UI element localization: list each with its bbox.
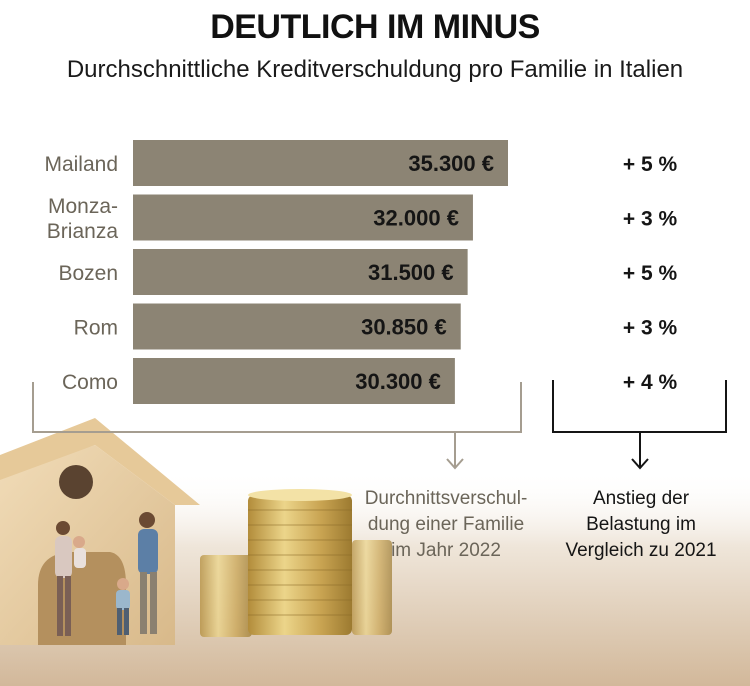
change-label-4: + 4 %	[623, 371, 678, 394]
value-label-4: 30.300 €	[355, 369, 441, 394]
values-bracket	[32, 382, 522, 433]
category-label-0: Mailand	[44, 153, 118, 176]
category-label-4: Como	[62, 371, 118, 394]
change-label-3: + 3 %	[623, 317, 678, 340]
category-label-1-0: Monza-	[48, 195, 118, 218]
change-label-1: + 3 %	[623, 208, 678, 231]
value-label-2: 31.500 €	[368, 260, 454, 285]
changes-note-line-2: Vergleich zu 2021	[565, 540, 716, 561]
bar-0	[133, 140, 508, 186]
wooden-house-illustration	[0, 418, 200, 645]
bar-4	[133, 358, 455, 404]
bar-1	[133, 194, 473, 241]
changes-note-line-1: Belastung im	[586, 514, 696, 535]
changes-arrow	[631, 432, 649, 470]
coin-stacks-illustration	[200, 489, 392, 637]
bar-2	[133, 249, 468, 295]
value-label-3: 30.850 €	[361, 315, 447, 340]
family-figures-illustration	[55, 512, 158, 636]
values-arrow	[446, 432, 464, 470]
value-label-1: 32.000 €	[373, 206, 459, 231]
changes-note-line-0: Anstieg der	[593, 488, 690, 509]
category-label-2: Bozen	[58, 262, 118, 285]
values-note-line-0: Durchnittsverschul-	[365, 488, 528, 509]
values-note-line-1: dung einer Familie	[368, 514, 524, 535]
change-label-0: + 5 %	[623, 153, 678, 176]
category-label-1-1: Brianza	[47, 220, 119, 243]
value-label-0: 35.300 €	[408, 151, 494, 176]
change-label-2: + 5 %	[623, 262, 678, 285]
bar-3	[133, 303, 461, 350]
values-note-line-2: im Jahr 2022	[391, 540, 501, 561]
category-label-3: Rom	[74, 317, 118, 340]
chart-title: DEUTLICH IM MINUS	[210, 8, 540, 46]
chart-subtitle: Durchschnittliche Kreditverschuldung pro…	[66, 56, 684, 83]
